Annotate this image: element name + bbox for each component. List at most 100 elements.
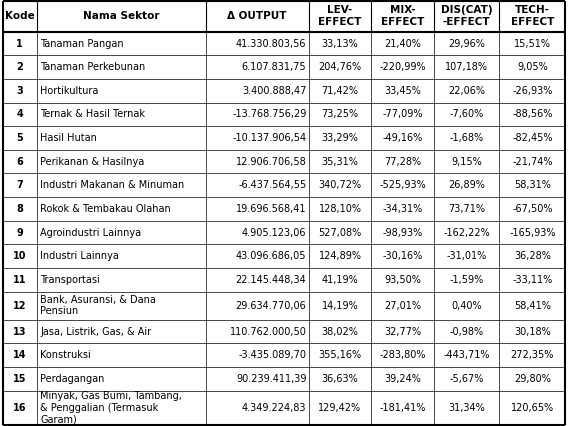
Bar	[3, 292, 565, 320]
Text: 15: 15	[13, 374, 27, 384]
Text: Jasa, Listrik, Gas, & Air: Jasa, Listrik, Gas, & Air	[40, 327, 151, 337]
Text: 29,80%: 29,80%	[514, 374, 551, 384]
Text: -31,01%: -31,01%	[446, 251, 487, 261]
Text: -283,80%: -283,80%	[379, 350, 426, 360]
Text: 29.634.770,06: 29.634.770,06	[236, 301, 306, 311]
Text: 38,02%: 38,02%	[321, 327, 358, 337]
Text: 12.906.706,58: 12.906.706,58	[236, 157, 306, 167]
Text: 30,18%: 30,18%	[514, 327, 551, 337]
Bar	[3, 126, 565, 150]
Text: 13: 13	[13, 327, 27, 337]
Text: Transportasi: Transportasi	[40, 275, 100, 285]
Bar	[3, 1, 565, 32]
Bar	[3, 391, 565, 425]
Text: DIS(CAT)
-EFFECT: DIS(CAT) -EFFECT	[441, 6, 492, 27]
Text: -33,11%: -33,11%	[512, 275, 553, 285]
Text: 58,31%: 58,31%	[514, 180, 551, 190]
Text: -13.768.756,29: -13.768.756,29	[232, 109, 306, 119]
Text: 6.107.831,75: 6.107.831,75	[242, 62, 306, 72]
Text: 527,08%: 527,08%	[318, 227, 362, 238]
Text: 16: 16	[13, 403, 27, 413]
Bar	[3, 343, 565, 367]
Text: 110.762.000,50: 110.762.000,50	[229, 327, 306, 337]
Bar	[3, 32, 565, 55]
Text: 22.145.448,34: 22.145.448,34	[236, 275, 306, 285]
Text: Rokok & Tembakau Olahan: Rokok & Tembakau Olahan	[40, 204, 171, 214]
Text: 58,41%: 58,41%	[514, 301, 551, 311]
Text: 272,35%: 272,35%	[511, 350, 554, 360]
Text: -21,74%: -21,74%	[512, 157, 553, 167]
Text: 9: 9	[16, 227, 23, 238]
Text: 128,10%: 128,10%	[319, 204, 361, 214]
Text: -0,98%: -0,98%	[450, 327, 484, 337]
Text: -82,45%: -82,45%	[512, 133, 553, 143]
Text: -88,56%: -88,56%	[512, 109, 553, 119]
Text: Δ OUTPUT: Δ OUTPUT	[227, 12, 287, 21]
Text: 1: 1	[16, 39, 23, 49]
Text: 41.330.803,56: 41.330.803,56	[236, 39, 306, 49]
Text: 31,34%: 31,34%	[448, 403, 485, 413]
Text: 9,05%: 9,05%	[517, 62, 548, 72]
Text: 21,40%: 21,40%	[384, 39, 421, 49]
Text: -5,67%: -5,67%	[449, 374, 484, 384]
Text: 43.096.686,05: 43.096.686,05	[236, 251, 306, 261]
Text: 77,28%: 77,28%	[384, 157, 421, 167]
Text: -525,93%: -525,93%	[379, 180, 426, 190]
Text: 36,63%: 36,63%	[321, 374, 358, 384]
Text: Tanaman Pangan: Tanaman Pangan	[40, 39, 124, 49]
Bar	[3, 173, 565, 197]
Text: 39,24%: 39,24%	[384, 374, 421, 384]
Text: 9,15%: 9,15%	[451, 157, 482, 167]
Text: -443,71%: -443,71%	[444, 350, 490, 360]
Text: 73,25%: 73,25%	[321, 109, 358, 119]
Text: 36,28%: 36,28%	[514, 251, 551, 261]
Text: Tanaman Perkebunan: Tanaman Perkebunan	[40, 62, 145, 72]
Text: 27,01%: 27,01%	[384, 301, 421, 311]
Bar	[3, 150, 565, 173]
Text: Agroindustri Lainnya: Agroindustri Lainnya	[40, 227, 141, 238]
Bar	[3, 245, 565, 268]
Text: -3.435.089,70: -3.435.089,70	[239, 350, 306, 360]
Text: 4.349.224,83: 4.349.224,83	[242, 403, 306, 413]
Text: 340,72%: 340,72%	[319, 180, 362, 190]
Text: Perikanan & Hasilnya: Perikanan & Hasilnya	[40, 157, 144, 167]
Text: Kode: Kode	[5, 12, 35, 21]
Text: 12: 12	[13, 301, 27, 311]
Text: 204,76%: 204,76%	[319, 62, 362, 72]
Text: 33,45%: 33,45%	[384, 86, 421, 96]
Bar	[3, 79, 565, 103]
Text: 129,42%: 129,42%	[319, 403, 362, 413]
Text: 33,29%: 33,29%	[321, 133, 358, 143]
Text: 3: 3	[16, 86, 23, 96]
Bar	[3, 55, 565, 79]
Text: 120,65%: 120,65%	[511, 403, 554, 413]
Text: -181,41%: -181,41%	[379, 403, 426, 413]
Bar	[3, 367, 565, 391]
Text: 93,50%: 93,50%	[384, 275, 421, 285]
Bar	[3, 221, 565, 245]
Text: -98,93%: -98,93%	[382, 227, 423, 238]
Text: 14: 14	[13, 350, 27, 360]
Text: 7: 7	[16, 180, 23, 190]
Text: 10: 10	[13, 251, 27, 261]
Text: -77,09%: -77,09%	[382, 109, 423, 119]
Text: 355,16%: 355,16%	[319, 350, 362, 360]
Text: -34,31%: -34,31%	[382, 204, 423, 214]
Text: 90.239.411,39: 90.239.411,39	[236, 374, 306, 384]
Text: 2: 2	[16, 62, 23, 72]
Text: 14,19%: 14,19%	[321, 301, 358, 311]
Text: 107,18%: 107,18%	[445, 62, 488, 72]
Text: 19.696.568,41: 19.696.568,41	[236, 204, 306, 214]
Bar	[3, 197, 565, 221]
Text: Nama Sektor: Nama Sektor	[83, 12, 159, 21]
Text: 15,51%: 15,51%	[514, 39, 551, 49]
Text: Perdagangan: Perdagangan	[40, 374, 105, 384]
Text: 4.905.123,06: 4.905.123,06	[242, 227, 306, 238]
Text: 32,77%: 32,77%	[384, 327, 421, 337]
Text: 71,42%: 71,42%	[321, 86, 358, 96]
Bar	[3, 268, 565, 292]
Text: -67,50%: -67,50%	[512, 204, 553, 214]
Text: 124,89%: 124,89%	[319, 251, 361, 261]
Text: 8: 8	[16, 204, 23, 214]
Text: Hasil Hutan: Hasil Hutan	[40, 133, 97, 143]
